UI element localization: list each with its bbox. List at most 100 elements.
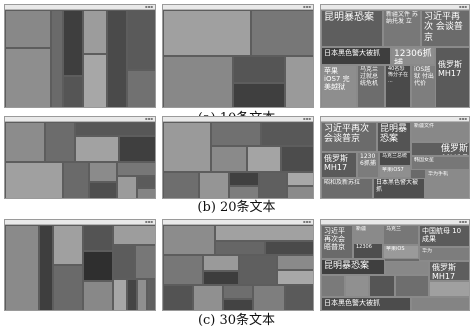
treemap-rect bbox=[83, 10, 107, 54]
treemap-rect bbox=[51, 10, 63, 107]
treemap-rect bbox=[229, 186, 259, 198]
topic-label: 俄罗斯 MH17 bbox=[440, 144, 468, 155]
treemap-rect bbox=[259, 172, 287, 198]
treemap-panel-a3: ▪▪▪ 昆明暴恐案 新疆文件 苏纳托发 立 习近平再次 会谈普京 日本黑色警大被… bbox=[320, 4, 470, 108]
treemap-rect bbox=[127, 70, 155, 107]
treemap-rect bbox=[285, 56, 313, 107]
treemap-rect bbox=[147, 279, 155, 310]
treemap-text-cell: 新疆文件 苏纳托发 立 bbox=[383, 10, 421, 47]
treemap-panel-c2: ▪▪▪ bbox=[162, 219, 314, 311]
window-title-bar: ▪▪▪ bbox=[163, 220, 313, 225]
topic-label: 昆明暴恐案 bbox=[324, 12, 374, 23]
topic-label: 俄罗斯 MH17 bbox=[438, 60, 462, 79]
treemap-rect bbox=[253, 285, 285, 310]
treemap-text-cell bbox=[429, 281, 469, 297]
treemap-rect bbox=[193, 285, 223, 310]
topic-label: 苹果iOS bbox=[386, 246, 405, 252]
treemap-text-cell: 华为手机 bbox=[425, 170, 469, 198]
treemap-rect bbox=[45, 122, 75, 162]
topic-label: 苹果iOS7 完美越狱 bbox=[324, 67, 350, 92]
topic-label: 昆明暴恐案 bbox=[324, 261, 370, 271]
topic-label: 12306抓捕 bbox=[394, 49, 432, 65]
window-title-bar: ▪▪▪ bbox=[163, 117, 313, 122]
window-controls-icon: ▪▪▪ bbox=[458, 116, 467, 121]
treemap-rect bbox=[215, 225, 313, 241]
treemap-rect bbox=[5, 48, 51, 107]
window-controls-icon: ▪▪▪ bbox=[458, 4, 467, 9]
topic-label: 韩国女星 bbox=[414, 157, 435, 163]
window-controls-icon: ▪▪▪ bbox=[144, 219, 153, 224]
treemap-rect bbox=[203, 255, 239, 271]
treemap-rect bbox=[287, 186, 313, 198]
window-controls-icon: ▪▪▪ bbox=[458, 219, 467, 224]
treemap-rect bbox=[63, 162, 89, 198]
treemap-rect bbox=[163, 285, 193, 310]
treemap-rect bbox=[247, 146, 281, 172]
treemap-rect bbox=[89, 162, 117, 182]
treemap-rect bbox=[137, 188, 155, 198]
treemap-text-cell: 乌克兰 bbox=[383, 225, 419, 245]
treemap-text-cell: 习近平 再次会 晤普京 bbox=[321, 225, 353, 259]
topic-label: 乌克兰 bbox=[386, 226, 402, 232]
treemap-text-cell: iOS越狱 付出代价 bbox=[411, 65, 437, 107]
treemap-rect bbox=[119, 136, 155, 162]
treemap-rect bbox=[211, 146, 247, 172]
treemap-rect bbox=[251, 10, 313, 56]
treemap-text-cell: 习近平再次 会谈普京 bbox=[321, 122, 377, 152]
treemap-text-cell: 1230 6抓捕 bbox=[357, 152, 379, 178]
treemap-panel-b2: ▪▪▪ bbox=[162, 116, 314, 199]
window-title-bar: ▪▪▪ bbox=[321, 220, 469, 225]
topic-label: 苹果iOS7 bbox=[382, 167, 404, 173]
topic-label: 昭和及新苏拉 bbox=[324, 179, 361, 186]
topic-label: 中国航母 10成果 bbox=[422, 227, 462, 244]
treemap-rect bbox=[163, 122, 211, 172]
treemap-text-cell: 新疆文件 bbox=[411, 122, 469, 142]
treemap-text-cell bbox=[321, 275, 345, 297]
topic-label: 12306 bbox=[356, 244, 372, 250]
treemap-text-cell bbox=[395, 275, 429, 297]
treemap-text-cell bbox=[369, 275, 395, 297]
treemap-rect bbox=[63, 76, 83, 107]
treemap-rect bbox=[163, 10, 251, 56]
topic-label: 日本黑色警大被抓 bbox=[324, 299, 380, 307]
caption-c: (c) 30条文本 bbox=[197, 313, 276, 328]
treemap-text-cell: 韩国女星 bbox=[411, 156, 469, 170]
window-title-bar: ▪▪▪ bbox=[5, 5, 155, 10]
treemap-rect bbox=[83, 251, 113, 281]
treemap-text-cell: 新疆 bbox=[353, 225, 383, 243]
treemap-text-cell: 日本黑色警大被抓 bbox=[321, 47, 391, 65]
treemap-rect bbox=[287, 172, 313, 186]
treemap-text-cell: 昭和及新苏拉 bbox=[321, 178, 373, 198]
treemap-text-cell bbox=[411, 297, 469, 310]
treemap-rect bbox=[229, 172, 259, 186]
topic-label: 俄罗斯 MH17 bbox=[432, 263, 456, 281]
treemap-rect bbox=[135, 245, 155, 279]
treemap-text-cell: 习近平再次 会谈普京 bbox=[421, 10, 469, 47]
topic-label: 新疆文件 bbox=[414, 123, 435, 129]
treemap-rect bbox=[53, 265, 83, 310]
treemap-panel-b3: ▪▪▪ 习近平再次 会谈普京 昆明暴 恐案 新疆文件 俄罗斯 MH17 俄罗斯 … bbox=[320, 116, 470, 199]
topic-label: 华为手机 bbox=[428, 171, 449, 177]
treemap-rect bbox=[83, 54, 107, 107]
treemap-text-cell: 昆明暴 恐案 bbox=[377, 122, 411, 152]
treemap-rect bbox=[39, 225, 53, 310]
treemap-rect bbox=[117, 162, 155, 176]
treemap-rect bbox=[277, 255, 313, 270]
treemap-rect bbox=[89, 182, 117, 198]
treemap-rect bbox=[223, 285, 253, 299]
treemap-text-cell: 俄罗斯 MH17 bbox=[435, 47, 469, 107]
treemap-text-cell: 日本黑色警大被抓 bbox=[373, 178, 425, 198]
topic-label: 华为 bbox=[422, 248, 433, 254]
treemap-text-cell: 华为 bbox=[419, 247, 469, 261]
treemap-text-cell: 乌克兰总统 bbox=[379, 152, 411, 166]
treemap-rect bbox=[117, 176, 137, 198]
treemap-rect bbox=[127, 279, 137, 310]
window-controls-icon: ▪▪▪ bbox=[302, 219, 311, 224]
treemap-rect bbox=[215, 241, 265, 255]
treemap-text-cell: 苹果iOS7 完美越狱 bbox=[321, 65, 357, 107]
treemap-text-cell: 昆明暴恐案 bbox=[321, 259, 385, 275]
treemap-rect bbox=[75, 136, 119, 162]
treemap-rect bbox=[83, 225, 113, 251]
topic-label: 日本黑色警大被抓 bbox=[324, 49, 380, 57]
treemap-rect bbox=[5, 10, 51, 48]
